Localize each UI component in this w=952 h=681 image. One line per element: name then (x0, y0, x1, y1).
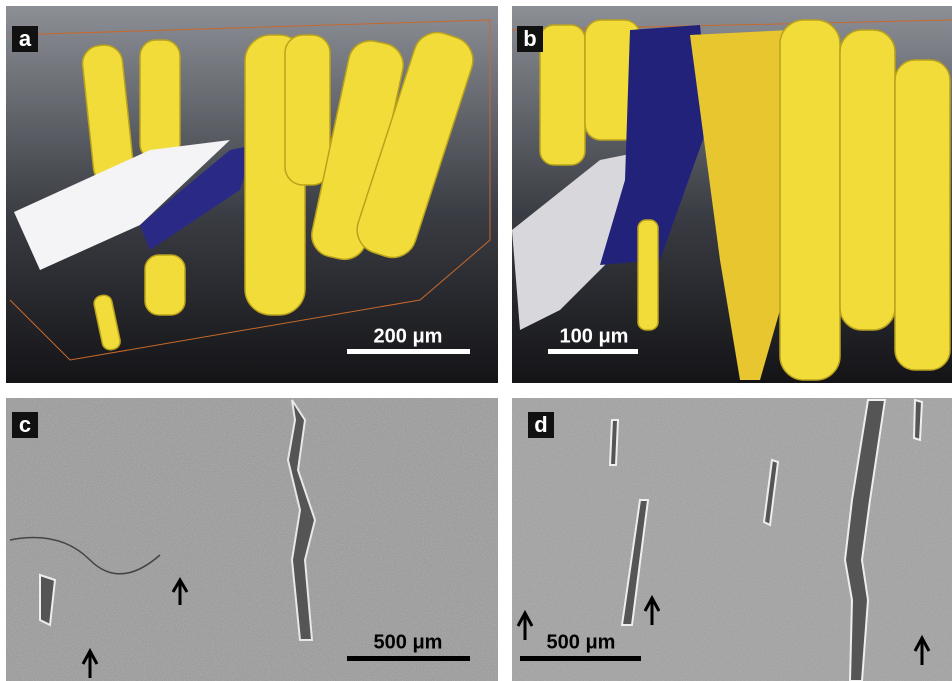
scale-bar (347, 349, 470, 354)
scale-bar (347, 656, 470, 661)
panel-a: 200 μm a (6, 6, 498, 383)
panel-c: 500 μm c (6, 398, 498, 681)
scale-bar-label: 200 μm (374, 325, 443, 347)
page: 200 μm a 100 μm b 500 μm c (0, 0, 952, 681)
figure: 200 μm a 100 μm b 500 μm c (0, 0, 952, 681)
panel-label: c (19, 412, 31, 437)
panel-label: d (534, 412, 547, 437)
scale-bar (520, 656, 641, 661)
scale-bar (548, 349, 638, 354)
panel-label: b (523, 26, 536, 51)
scale-bar-label: 500 μm (547, 631, 616, 653)
panel-d: 500 μm d (512, 398, 952, 681)
scale-bar-label: 500 μm (374, 631, 443, 653)
panel-b: 100 μm b (512, 6, 952, 383)
panel-label: a (19, 26, 32, 51)
scale-bar-label: 100 μm (560, 325, 629, 347)
